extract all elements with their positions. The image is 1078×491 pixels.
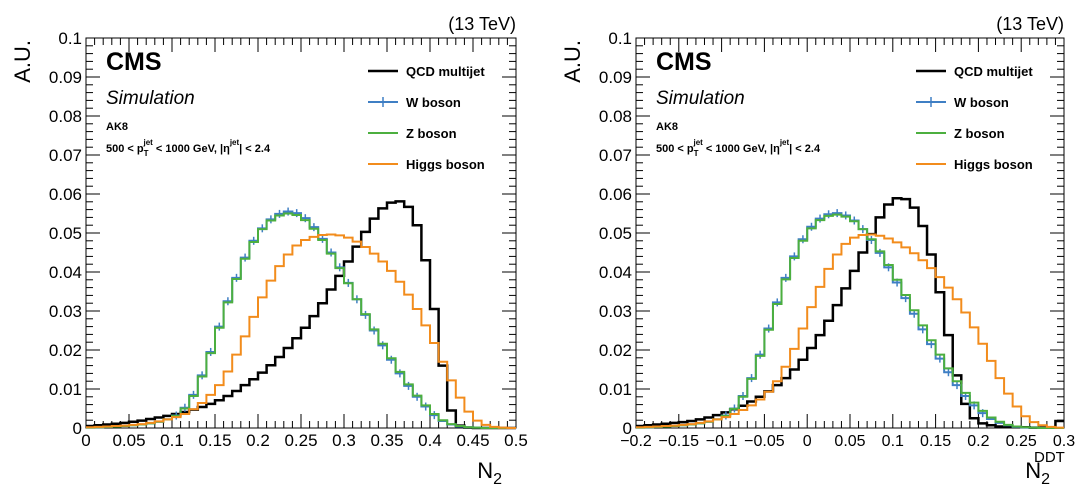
x-tick-label: 0.15	[920, 433, 951, 450]
y-tick-label: 0.07	[49, 146, 82, 165]
series-qcd-line	[86, 200, 516, 430]
x-tick-label: 0.25	[284, 431, 317, 450]
series-higgs-line	[86, 233, 516, 429]
y-tick-label: 0	[73, 419, 82, 438]
x-tick-label: 0.15	[198, 431, 231, 450]
chart-panel-2: 0 0.01 0.02 0.03 0.04 0.05 0.06 0.07 0.08 0.09 0.1…	[560, 14, 1075, 488]
x-tick-label: 0.45	[456, 431, 489, 450]
status-label: Simulation	[656, 88, 745, 109]
y-tick-label: 0.05	[49, 224, 82, 243]
y-tick-label: 0.09	[49, 68, 82, 87]
series-higgs-line	[636, 233, 1064, 429]
y-tick-label: 0.02	[599, 341, 632, 360]
legend-label-z: Z boson	[406, 126, 457, 141]
y-tick-label: 0.03	[599, 302, 632, 321]
legend-label-z: Z boson	[954, 126, 1005, 141]
x-axis-label-main: N	[477, 458, 493, 483]
y-tick-label: 0.02	[49, 341, 82, 360]
experiment-label: CMS	[106, 48, 162, 76]
y-axis-label: A.U.	[560, 40, 585, 83]
y-tick-label: 0.08	[49, 107, 82, 126]
x-tick-label: 0	[803, 433, 812, 450]
series-w-line	[636, 212, 1064, 429]
x-tick-label: 0.3	[1053, 433, 1075, 450]
jet-type-label: AK8	[106, 121, 128, 133]
chart-panel-1: 0 0.01 0.02 0.03 0.04 0.05 0.06 0.07 0.08 0.09 0.1…	[10, 14, 528, 488]
selection-label: 500 < pTjet < 1000 GeV, |ηjet| < 2.4	[656, 138, 821, 158]
series-z-line	[636, 213, 1064, 429]
x-tick-label: −0.1	[706, 433, 738, 450]
legend-label-higgs: Higgs boson	[954, 157, 1033, 172]
x-tick-label: −0.05	[744, 433, 785, 450]
legend-label-qcd: QCD multijet	[954, 64, 1033, 79]
x-tick-label: −0.2	[620, 433, 652, 450]
y-tick-label: 0	[623, 419, 632, 438]
x-tick-label: 0.2	[967, 433, 989, 450]
y-tick-label: 0.04	[49, 263, 82, 282]
x-tick-label: 0	[81, 431, 90, 450]
y-axis-label: A.U.	[10, 40, 35, 83]
y-tick-label: 0.01	[49, 380, 82, 399]
y-tick-label: 0.08	[599, 107, 632, 126]
y-tick-label: 0.09	[599, 68, 632, 87]
legend-label-higgs: Higgs boson	[406, 157, 485, 172]
x-tick-label: 0.3	[332, 431, 356, 450]
legend-label-qcd: QCD multijet	[406, 64, 485, 79]
jet-type-label: AK8	[656, 121, 678, 133]
energy-label: (13 TeV)	[448, 14, 516, 34]
legend-label-w: W boson	[406, 95, 461, 110]
legend-label-w: W boson	[954, 95, 1009, 110]
x-tick-label: 0.4	[418, 431, 442, 450]
status-label: Simulation	[106, 88, 195, 109]
y-tick-label: 0.04	[599, 263, 632, 282]
y-tick-label: 0.06	[599, 185, 632, 204]
x-tick-label: 0.35	[370, 431, 403, 450]
series-qcd-line	[636, 197, 1064, 429]
x-axis-label-sub: 2	[1041, 471, 1050, 488]
selection-label: 500 < pTjet < 1000 GeV, |ηjet| < 2.4	[106, 138, 271, 158]
x-axis-label: N2	[1025, 458, 1050, 488]
y-tick-label: 0.05	[599, 224, 632, 243]
x-tick-label: 0.05	[112, 431, 145, 450]
y-tick-label: 0.03	[49, 302, 82, 321]
x-tick-label: 0.1	[160, 431, 184, 450]
x-tick-label: −0.15	[659, 433, 700, 450]
y-tick-label: 0.07	[599, 146, 632, 165]
x-tick-label: 0.25	[1006, 433, 1037, 450]
x-tick-label: 0.05	[834, 433, 865, 450]
x-axis-label: N2	[477, 458, 502, 488]
x-axis-label-main: N	[1025, 458, 1041, 483]
x-tick-label: 0.1	[882, 433, 904, 450]
y-tick-label: 0.1	[58, 29, 82, 48]
x-axis-label-sup: DDT	[1034, 449, 1065, 466]
y-tick-label: 0.1	[608, 29, 632, 48]
y-tick-label: 0.01	[599, 380, 632, 399]
x-tick-label: 0.5	[504, 431, 528, 450]
x-axis-label-sub: 2	[493, 471, 502, 488]
energy-label: (13 TeV)	[996, 14, 1064, 34]
y-tick-label: 0.06	[49, 185, 82, 204]
experiment-label: CMS	[656, 48, 712, 76]
x-tick-label: 0.2	[246, 431, 270, 450]
